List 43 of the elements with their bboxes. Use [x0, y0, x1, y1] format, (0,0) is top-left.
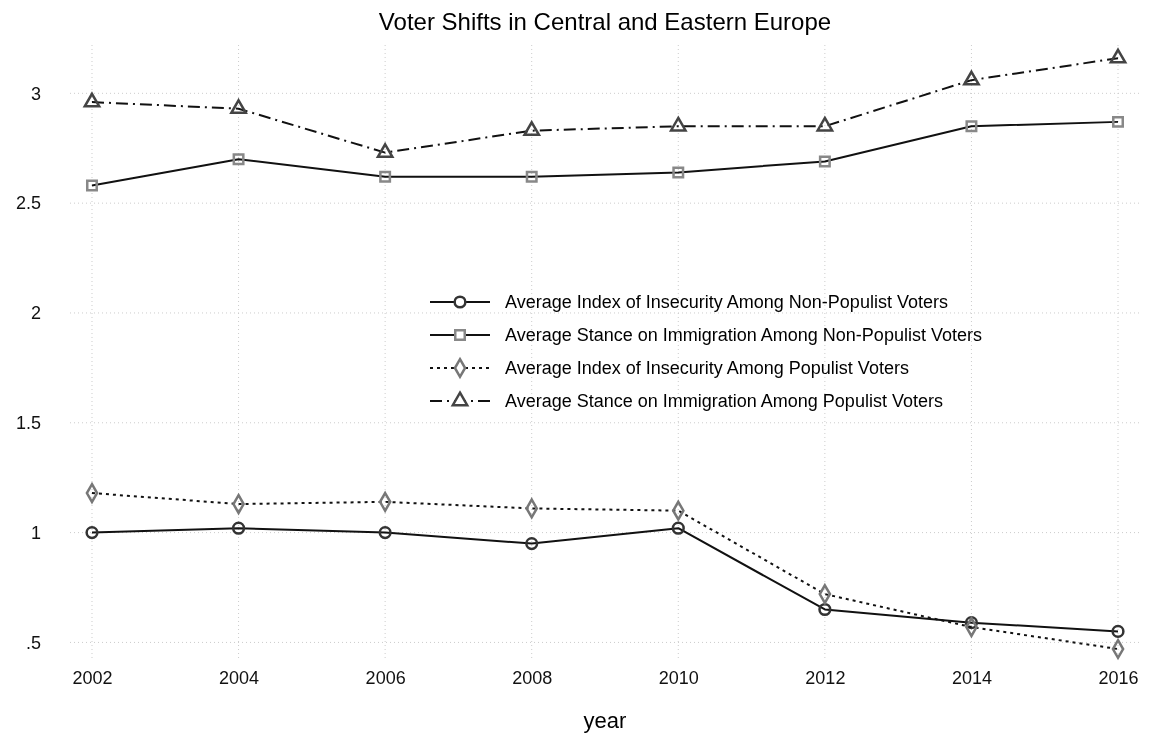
- y-tick-label: .5: [25, 632, 41, 653]
- legend-label: Average Index of Insecurity Among Populist Voters: [505, 358, 909, 378]
- x-tick-label: 2016: [1098, 667, 1139, 688]
- x-tick-label: 2004: [219, 667, 260, 688]
- y-tick-label: 1: [30, 522, 41, 543]
- y-tick-label: 1.5: [15, 413, 41, 434]
- point: [376, 143, 394, 159]
- point: [85, 179, 98, 192]
- chart-title: Voter Shifts in Central and Eastern Europe: [378, 8, 832, 35]
- point: [1111, 624, 1125, 639]
- point: [1109, 48, 1127, 64]
- point: [230, 99, 248, 115]
- point: [669, 116, 687, 132]
- point: [525, 537, 539, 551]
- point: [816, 116, 834, 132]
- x-tick-label: 2010: [658, 667, 699, 688]
- point: [965, 120, 978, 133]
- point: [525, 170, 538, 183]
- point: [672, 166, 685, 179]
- legend-label: Average Stance on Immigration Among Populist Voters: [505, 391, 943, 411]
- point: [231, 521, 246, 535]
- x-tick-label: 2014: [951, 667, 992, 688]
- point: [378, 526, 392, 540]
- y-tick-label: 2.5: [15, 193, 41, 214]
- point: [818, 155, 831, 168]
- point: [1112, 115, 1125, 128]
- point: [232, 153, 245, 166]
- point: [523, 121, 541, 137]
- legend-label: Average Index of Insecurity Among Non-Populist Voters: [505, 292, 948, 312]
- point: [85, 526, 99, 540]
- point: [83, 92, 101, 108]
- y-tick-label: 2: [30, 303, 41, 324]
- x-tick-label: 2002: [72, 667, 113, 688]
- x-tick-label: 2008: [512, 667, 553, 688]
- point: [379, 170, 392, 183]
- point: [962, 70, 980, 86]
- x-tick-label: 2006: [365, 667, 406, 688]
- point: [818, 602, 832, 617]
- point: [671, 521, 685, 535]
- legend-label: Average Stance on Immigration Among Non-Populist Voters: [505, 325, 982, 345]
- x-tick-label: 2012: [805, 667, 846, 688]
- x-axis-title: year: [583, 708, 627, 733]
- y-tick-label: 3: [30, 83, 41, 104]
